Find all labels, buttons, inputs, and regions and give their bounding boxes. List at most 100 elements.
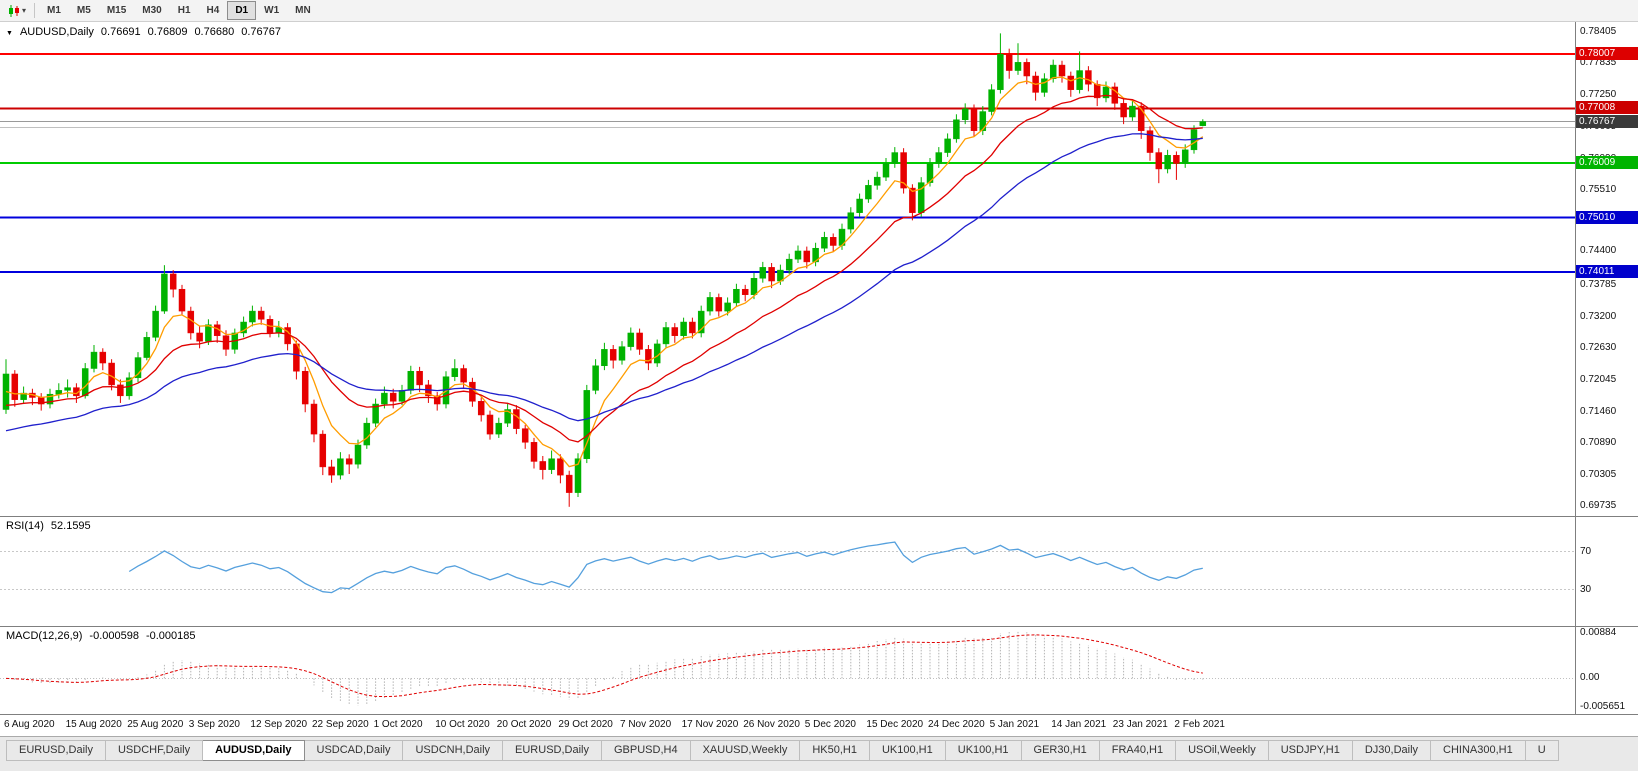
timeframe-button-m30[interactable]: M30 (142, 5, 162, 16)
toolbar-separator (34, 3, 36, 18)
ohlc-high: 0.76809 (147, 26, 188, 38)
price-axis-tick: 0.69735 (1580, 500, 1617, 511)
ma-line (5, 76, 1204, 468)
chart-menu-icon[interactable]: ▼ (6, 29, 13, 37)
ohlc-low: 0.76680 (194, 26, 235, 38)
ohlc-open: 0.76691 (100, 26, 141, 38)
macd-axis[interactable]: 0.00884 0.00 -0.005651 (1575, 627, 1638, 714)
level-price-badge: 0.75010 (1576, 210, 1638, 224)
date-axis-label: 14 Jan 2021 (1051, 719, 1107, 730)
macd-signal-value: -0.000185 (145, 630, 196, 642)
rsi-name: RSI(14) (6, 520, 44, 532)
macd-axis-tick: 0.00 (1580, 672, 1600, 684)
chart-tab-usdjpy-h1[interactable]: USDJPY,H1 (1268, 740, 1353, 761)
chart-tab-uk100-h1[interactable]: UK100,H1 (945, 740, 1022, 761)
date-axis-label: 6 Aug 2020 (4, 719, 55, 730)
levels-layer (0, 52, 1575, 274)
chart-tab-bar: EURUSD,Daily USDCHF,Daily AUDUSD,Daily USDC… (0, 736, 1638, 771)
price-axis-tick: 0.75510 (1580, 184, 1617, 196)
macd-name: MACD(12,26,9) (6, 630, 83, 642)
price-axis-tick: 0.70890 (1580, 436, 1617, 448)
ohlc-close: 0.76767 (241, 26, 281, 38)
date-axis-label: 2 Feb 2021 (1174, 719, 1225, 730)
price-axis-tick: 0.72630 (1580, 341, 1617, 353)
price-axis[interactable]: 0.784050.778350.772500.766650.760900.755… (1575, 22, 1638, 516)
rsi-levels-layer (0, 551, 1575, 590)
date-axis[interactable]: 6 Aug 2020 15 Aug 2020 25 Aug 2020 3 Sep 20… (0, 714, 1638, 736)
price-plot[interactable]: ▼ AUDUSD,Daily 0.76691 0.76809 0.76680 0… (0, 22, 1575, 516)
chart-title: ▼ AUDUSD,Daily 0.76691 0.76809 0.76680 0… (6, 26, 281, 38)
date-axis-label: 3 Sep 2020 (188, 719, 240, 730)
rsi-plot[interactable]: RSI(14) 52.1595 (0, 517, 1575, 626)
price-axis-tick: 0.71460 (1580, 405, 1617, 417)
macd-panel: MACD(12,26,9) -0.000598 -0.000185 0.0088… (0, 626, 1638, 714)
timeframe-button-m15[interactable]: M15 (106, 5, 127, 16)
date-axis-label: 25 Aug 2020 (127, 719, 184, 730)
price-chart-canvas[interactable] (0, 22, 1575, 516)
timeframe-button-d1[interactable]: D1 (227, 1, 257, 20)
price-axis-tick: 0.78405 (1580, 26, 1617, 37)
chart-tab-hk50-h1[interactable]: HK50,H1 (800, 740, 870, 761)
chart-tab-eurusd-daily[interactable]: EURUSD,Daily (6, 740, 106, 761)
chart-tab-eurusd-daily[interactable]: EURUSD,Daily (503, 740, 602, 761)
rsi-line-layer (128, 541, 1203, 594)
price-axis-tick: 0.72045 (1580, 373, 1617, 385)
chart-tab-xauusd-weekly[interactable]: XAUUSD,Weekly (690, 740, 801, 761)
chart-tab-usoil-weekly[interactable]: USOil,Weekly (1176, 740, 1269, 761)
chart-tab-fra40-h1[interactable]: FRA40,H1 (1099, 740, 1177, 761)
timeframe-button-mn[interactable]: MN (295, 5, 311, 16)
macd-value: -0.000598 (89, 630, 139, 642)
price-axis-tick: 0.73200 (1580, 310, 1617, 322)
ma-line (5, 94, 1203, 443)
timeframe-button-m5[interactable]: M5 (76, 5, 91, 16)
level-price-badge: 0.74011 (1576, 265, 1638, 279)
date-axis-label: 7 Nov 2020 (620, 719, 672, 730)
price-axis-tick: 0.70305 (1580, 468, 1617, 480)
date-axis-label: 15 Dec 2020 (866, 719, 924, 730)
timeframe-button-h4[interactable]: H4 (206, 5, 220, 16)
chart-tab-usdcnh-daily[interactable]: USDCNH,Daily (403, 740, 504, 761)
rsi-axis[interactable]: 70 30 (1575, 517, 1638, 626)
date-axis-label: 22 Sep 2020 (312, 719, 369, 730)
timeframe-button-h1[interactable]: H1 (177, 5, 191, 16)
rsi-panel: RSI(14) 52.1595 70 30 (0, 516, 1638, 626)
date-axis-label: 20 Oct 2020 (496, 719, 552, 730)
timeframe-button-w1[interactable]: W1 (264, 5, 280, 16)
price-axis-tick: 0.74400 (1580, 244, 1617, 256)
date-axis-label: 15 Aug 2020 (65, 719, 122, 730)
level-price-badge: 0.78007 (1576, 46, 1638, 60)
chart-type-icon[interactable]: ▾ (3, 3, 30, 19)
timeframe-buttons: M1 M5 M15 M30 H1 H4 D1 W1 MN (39, 1, 319, 20)
macd-axis-tick: 0.00884 (1580, 627, 1617, 639)
macd-plot[interactable]: MACD(12,26,9) -0.000598 -0.000185 (0, 627, 1575, 714)
date-axis-label: 24 Dec 2020 (928, 719, 985, 730)
timeframe-button-m1[interactable]: M1 (47, 5, 61, 16)
chart-tab-ger30-h1[interactable]: GER30,H1 (1021, 740, 1100, 761)
chart-tab-audusd-daily[interactable]: AUDUSD,Daily (203, 740, 305, 761)
date-axis-label: 23 Jan 2021 (1112, 719, 1168, 730)
date-axis-label: 12 Sep 2020 (250, 719, 308, 730)
macd-signal-line (5, 634, 1203, 698)
rsi-axis-tick: 30 (1580, 583, 1592, 595)
macd-histogram-layer (14, 631, 1204, 706)
rsi-axis-tick: 70 (1580, 545, 1592, 557)
rsi-line (128, 541, 1203, 594)
chart-type-caret-icon: ▾ (22, 6, 27, 15)
chart-tab-usdcad-daily[interactable]: USDCAD,Daily (304, 740, 404, 761)
chart-tab-u[interactable]: U (1525, 740, 1559, 761)
chart-tab-china300-h1[interactable]: CHINA300,H1 (1431, 740, 1526, 761)
chart-tab-uk100-h1[interactable]: UK100,H1 (869, 740, 946, 761)
price-axis-tick: 0.77250 (1580, 89, 1617, 101)
macd-canvas (0, 631, 1575, 706)
macd-signal-layer (5, 634, 1203, 698)
price-axis-tick: 0.73785 (1580, 278, 1617, 290)
chart-tab-usdchf-daily[interactable]: USDCHF,Daily (105, 740, 204, 761)
chart-tab-gbpusd-h4[interactable]: GBPUSD,H4 (602, 740, 691, 761)
chart-symbol-label: AUDUSD,Daily (19, 26, 94, 38)
level-price-badge: 0.76009 (1576, 155, 1638, 169)
chart-tab-dj30-daily[interactable]: DJ30,Daily (1352, 740, 1432, 761)
date-axis-label: 26 Nov 2020 (743, 719, 800, 730)
rsi-canvas (0, 541, 1575, 594)
candles-layer (2, 33, 1207, 507)
